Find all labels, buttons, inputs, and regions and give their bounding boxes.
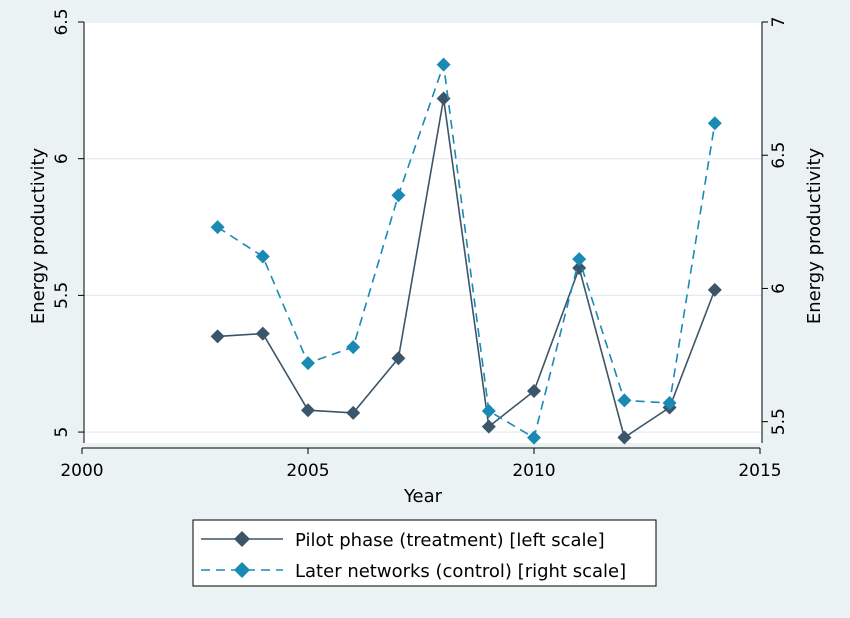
- series-1-point-2007: [391, 188, 406, 203]
- y-tick-label-right-3: 7: [769, 17, 789, 28]
- plot-area: [84, 22, 762, 443]
- series-line-0: [217, 98, 716, 439]
- series-0-point-2009: [481, 419, 496, 434]
- x-tick-label-3: 2015: [738, 461, 781, 481]
- series-1-point-2008: [436, 57, 451, 72]
- y-tick-label-right-2: 6.5: [769, 142, 789, 169]
- y-tick-label-right-1: 6: [769, 283, 789, 294]
- series-1-point-2009: [481, 404, 496, 419]
- series-1-point-2005: [301, 356, 315, 371]
- series-0-point-2006: [346, 405, 361, 420]
- x-tick-label-0: 2000: [60, 461, 103, 481]
- y-tick-label-left-2: 6: [52, 153, 72, 164]
- series-1-point-2006: [346, 340, 361, 355]
- series-1-point-2012: [617, 393, 632, 408]
- series-1-point-2014: [707, 116, 722, 131]
- series-0-point-2007: [391, 351, 406, 366]
- axes: 5 5.5 6 6.5 5.5 6 6.5 7 2000 2005 2010 2015: [52, 8, 789, 481]
- series-line-1: [217, 64, 716, 439]
- series-0-point-2010: [527, 384, 541, 399]
- y-axis-title-right: Energy productivity: [804, 147, 825, 324]
- legend-marker-later: [234, 562, 250, 578]
- series-1-point-2011: [572, 252, 587, 267]
- y-tick-label-left-1: 5.5: [52, 282, 72, 309]
- series: [210, 57, 722, 445]
- y-tick-label-right-0: 5.5: [769, 408, 789, 435]
- y-axis-title-left: Energy productivity: [28, 147, 49, 324]
- legend-marker-pilot: [234, 531, 250, 547]
- y-tick-label-left-3: 6.5: [52, 8, 72, 35]
- series-0-point-2003: [210, 329, 225, 344]
- series-0-point-2014: [707, 282, 722, 297]
- legend-box: [192, 519, 657, 587]
- series-1-point-2010: [527, 430, 541, 445]
- x-axis-title: Year: [403, 486, 443, 507]
- series-1-point-2004: [255, 249, 270, 264]
- grid-lines: [84, 21, 762, 433]
- series-1-point-2013: [662, 396, 677, 411]
- legend-label-later: Later networks (control) [right scale]: [295, 561, 626, 582]
- x-tick-label-2: 2010: [512, 461, 555, 481]
- legend: Pilot phase (treatment) [left scale] Lat…: [192, 519, 657, 587]
- legend-label-pilot: Pilot phase (treatment) [left scale]: [295, 530, 605, 551]
- x-tick-label-1: 2005: [286, 461, 329, 481]
- series-0-point-2012: [617, 430, 632, 445]
- series-0-point-2004: [255, 326, 270, 341]
- series-1-point-2003: [210, 220, 225, 235]
- series-0-point-2005: [301, 403, 315, 418]
- y-tick-label-left-0: 5: [52, 427, 72, 438]
